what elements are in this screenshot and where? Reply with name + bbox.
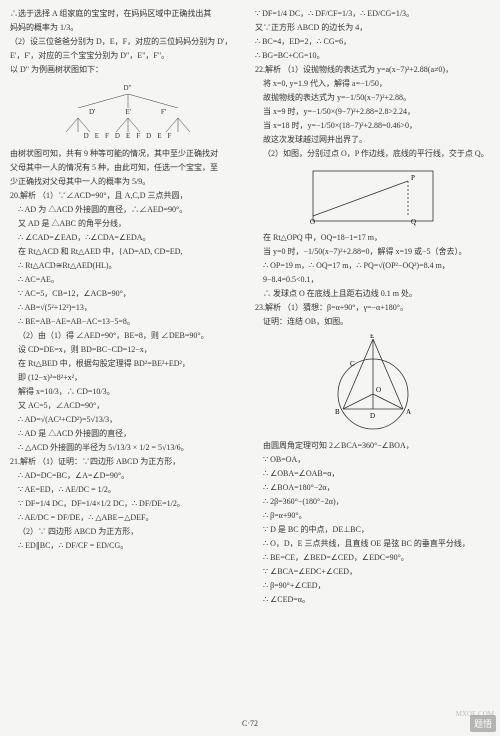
text: （2）∵ 四边形 ABCD 为正方形， — [10, 526, 245, 538]
text: ∴ AD 是 △ACD 外接圆的直径， — [10, 428, 245, 440]
text: 以 D" 为例画树状图如下： — [10, 64, 245, 76]
svg-text:B: B — [335, 408, 340, 416]
text: ∴ BC=4，ED=2，∴ CG=6， — [255, 36, 490, 48]
text: ∴ 发球点 O 在底线上且距右边线 0.1 m 处。 — [255, 288, 490, 300]
text: ∴ ∠CED=α。 — [255, 594, 490, 606]
svg-text:Q: Q — [411, 218, 416, 226]
circle-diagram: E B A O D C — [318, 334, 428, 434]
svg-text:O: O — [376, 386, 381, 394]
text: （2）由（1）得 ∠AED=90°，BE=8，则 ∠DEB=90°。 — [10, 330, 245, 342]
text: 妈妈的概率为 1/3。 — [10, 22, 245, 34]
q21: 21.解析 （1）证明：∵四边形 ABCD 为正方形， — [10, 456, 245, 468]
text: 当 x=9 时，y=−1/50×(9−7)²+2.88=2.8>2.24， — [255, 106, 490, 118]
text: ∴ β=α+90°。 — [255, 510, 490, 522]
text: 9−8.4=0.5<0.1， — [255, 274, 490, 286]
text: ∵ DF=1/4 DC，∴ DF/CF=1/3，∴ ED/CG=1/3。 — [255, 8, 490, 20]
text: ∵ D 是 BC 的中点，DE⊥BC， — [255, 524, 490, 536]
text: 故抛物线的表达式为 y=−1/50(x−7)²+2.88。 — [255, 92, 490, 104]
text: ∴ AD 为 △ACD 外接圆的直径，∴∠AED=90°。 — [10, 204, 245, 216]
svg-text:P: P — [411, 174, 415, 182]
text: ∵ OB=OA， — [255, 454, 490, 466]
text: （2）如图，分别过点 O，P 作边线，底线的平行线，交于点 Q。 — [255, 148, 490, 160]
text: 将 x=0, y=1.9 代入，解得 a=−1/50， — [255, 78, 490, 90]
text: 设 CD=DE=x，则 BD=BC−CD=12−x， — [10, 344, 245, 356]
text: ∴ BG=BC+CG=10。 — [255, 50, 490, 62]
svg-text:E: E — [370, 334, 374, 340]
text: ∴ AB=√(5²+12²)=13， — [10, 302, 245, 314]
text: 在 Rt△ACD 和 Rt△AED 中，{AD=AD, CD=ED, — [10, 246, 245, 258]
svg-text:A: A — [406, 408, 411, 416]
text: ∴ BE=AB−AE=AB−AC=13−5=8。 — [10, 316, 245, 328]
svg-text:O: O — [310, 218, 315, 226]
svg-text:C: C — [350, 360, 355, 368]
svg-text:D: D — [370, 412, 375, 420]
text: 证明：连结 OB，如图。 — [255, 316, 490, 328]
text: ∴ ∠CAD=∠EAD，∴∠CDA=∠EDA。 — [10, 232, 245, 244]
text: ∴ ED∥BC，∴ DF/CF = ED/CG。 — [10, 540, 245, 552]
text: ∴ ∠BOA=180°−2α， — [255, 482, 490, 494]
text: ∴ OP=19 m，∴ OQ=17 m，∴ PQ=√(OP²−OQ²)=8.4 … — [255, 260, 490, 272]
text: E'，F'，对应的三个宝宝分别为 D"，E"，F"。 — [10, 50, 245, 62]
text: ∴ △ACD 外接圆的半径为 5√13/3 × 1/2 = 5√13/6。 — [10, 442, 245, 454]
text: ∴ β=90°+∠CED， — [255, 580, 490, 592]
text: ∴选于选择 A 组家庭的宝宝时，在妈妈区域中正确找出其 — [10, 8, 245, 20]
text: ∵ AC=5，CB=12，∠ACB=90°， — [10, 288, 245, 300]
q23: 23.解析 （1）猜想：β=α+90°，γ=−α+180°。 — [255, 302, 490, 314]
text: 在 Rt△BED 中，根据勾股定理得 BD²=BE²+ED²， — [10, 358, 245, 370]
text: 当 x=18 时，y=−1/50×(18−7)²+2.88=0.46>0， — [255, 120, 490, 132]
text: 由圆周角定理可知 2∠BCA=360°−∠BOA， — [255, 440, 490, 452]
text: 又 AC=5，∠ACD=90°， — [10, 400, 245, 412]
court-diagram: O P Q — [308, 166, 438, 226]
text: ∴ AC=AE。 — [10, 274, 245, 286]
text: ∴ BE=CE，∠BED=∠CED，∠EDC=90°。 — [255, 552, 490, 564]
text: 即 (12−x)²=8²+x²， — [10, 372, 245, 384]
watermark-badge: 题悟 — [470, 715, 496, 732]
text: ∴ AD=DC=BC，∠A=∠D=90°。 — [10, 470, 245, 482]
text: 由树状图可知，共有 9 种等可能的情况，其中至少正确找对 — [10, 148, 245, 160]
text: ∴ 2β=360°−(180°−2α)， — [255, 496, 490, 508]
tree-lines-1 — [58, 94, 198, 108]
text: ∴ AE/DC = DF/DE，∴ △ABE∽△DEF。 — [10, 512, 245, 524]
tree-diagram: D" D'E'F' DEF DEF DEF — [10, 84, 245, 140]
text: 解得 x=10/3，∴ CD=10/3。 — [10, 386, 245, 398]
text: ∵ ∠BCA=∠EDC+∠CED， — [255, 566, 490, 578]
text: 又∵正方形 ABCD 的边长为 4， — [255, 22, 490, 34]
text: 父母其中一人的情况有 5 种，由此可知，任选一个宝宝，至 — [10, 162, 245, 174]
text: ∴ AD=√(AC²+CD²)=5√13/3， — [10, 414, 245, 426]
tree-lines-2 — [58, 118, 198, 132]
q22: 22.解析 （1）设抛物线的表达式为 y=a(x−7)²+2.88(a≠0)， — [255, 64, 490, 76]
text: 在 Rt△OPQ 中，OQ=18−1=17 m， — [255, 232, 490, 244]
text: 当 y=0 时，−1/50(x−7)²+2.88=0，解得 x=19 或−5（舍… — [255, 246, 490, 258]
text: 故这次发球越过网并出界了。 — [255, 134, 490, 146]
left-column: ∴选于选择 A 组家庭的宝宝时，在妈妈区域中正确找出其 妈妈的概率为 1/3。 … — [10, 8, 245, 606]
q20: 20.解析 （1）∵∠ACD=90°，且 A,C,D 三点共圆， — [10, 190, 245, 202]
text: ∴ O，D，E 三点共线，且直线 OE 是弦 BC 的垂直平分线， — [255, 538, 490, 550]
text: ∵ DF=1/4 DC，DF=1/4×1/2 DC，∴ DF/DE=1/2。 — [10, 498, 245, 510]
text: ∴ ∠OBA=∠OAB=α， — [255, 468, 490, 480]
right-column: ∵ DF=1/4 DC，∴ DF/CF=1/3，∴ ED/CG=1/3。 又∵正… — [255, 8, 490, 606]
text: ∵ AE=ED，∴ AE/DC = 1/2。 — [10, 484, 245, 496]
page-number: C·72 — [242, 719, 258, 728]
text: （2）设三位爸爸分别为 D，E，F，对应的三位妈妈分别为 D'， — [10, 36, 245, 48]
text: 少正确找对父母其中一人的概率为 5/9。 — [10, 176, 245, 188]
text: ∴ Rt△ACD≅Rt△AED(HL)。 — [10, 260, 245, 272]
text: 又 AD 是 △ABC 的角平分线， — [10, 218, 245, 230]
